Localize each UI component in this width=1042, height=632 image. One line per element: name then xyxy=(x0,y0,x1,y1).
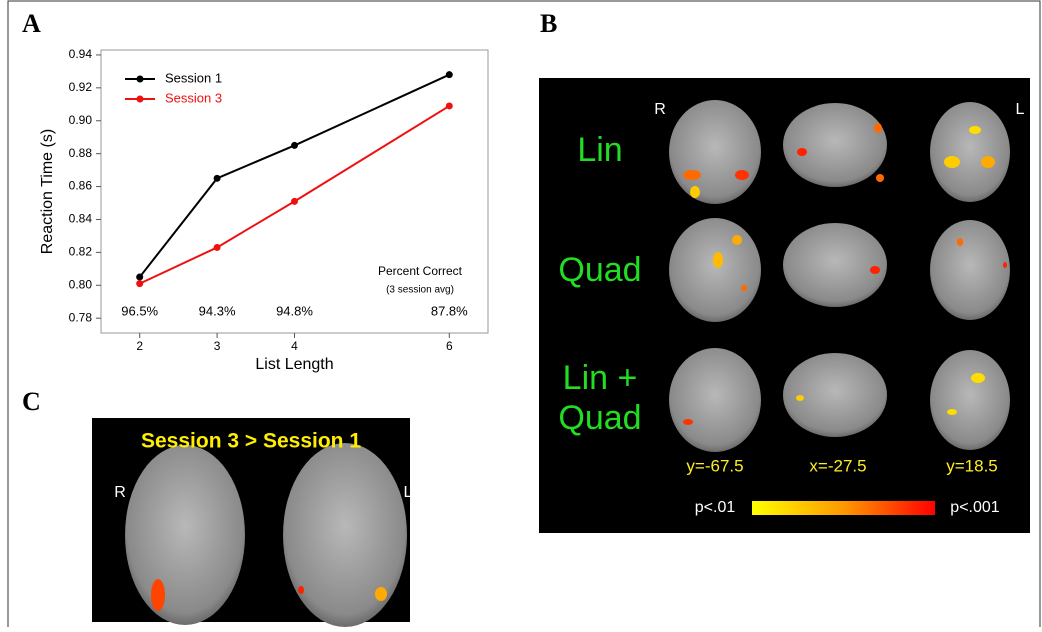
percent-label: 87.8% xyxy=(431,303,468,318)
y-axis-label: Reaction Time (s) xyxy=(39,129,56,254)
side-label: R xyxy=(114,484,126,501)
brain-slice xyxy=(283,443,407,627)
data-point xyxy=(291,142,298,149)
y-tick-label: 0.84 xyxy=(69,212,93,226)
y-tick-label: 0.92 xyxy=(69,80,93,94)
data-point xyxy=(136,274,143,281)
coordinate-label: y=18.5 xyxy=(946,456,998,475)
brain-panel-b: R L Lin Quad Lin + Quad y=-67.5 x=-27.5 … xyxy=(539,78,1030,533)
y-tick-label: 0.82 xyxy=(69,245,93,259)
annotation-note: (3 session avg) xyxy=(386,285,454,296)
row-label: Quad xyxy=(558,251,641,289)
legend-marker xyxy=(137,76,144,83)
side-label: R xyxy=(654,101,666,118)
activation-blob xyxy=(375,587,387,601)
y-tick-label: 0.94 xyxy=(69,47,93,61)
activation-blob xyxy=(298,586,304,594)
y-tick-label: 0.80 xyxy=(69,277,93,291)
annotation-title: Percent Correct xyxy=(378,264,463,278)
colorbar-label: p<.001 xyxy=(950,499,999,516)
data-point xyxy=(136,280,143,287)
brain-panel-c: Session 3 > Session 1 R L xyxy=(92,418,413,627)
x-tick-label: 2 xyxy=(136,339,143,353)
x-tick-label: 4 xyxy=(291,339,298,353)
line-chart: 0.78 0.80 0.82 0.84 0.86 0.88 0.90 0.92 0.94 2 3 4 6… xyxy=(39,47,488,373)
coordinate-label: x=-27.5 xyxy=(809,456,866,475)
legend-marker xyxy=(137,96,144,103)
colorbar-label: p<.01 xyxy=(695,499,736,516)
panel-label: C xyxy=(22,387,41,416)
side-label: L xyxy=(1016,101,1025,118)
figure: A B C 0.780.800.820.840.860.880.900.920.… xyxy=(0,0,1042,627)
y-tick-label: 0.86 xyxy=(69,179,93,193)
data-point xyxy=(446,102,453,109)
percent-label: 94.8% xyxy=(276,303,313,318)
panel-label: A xyxy=(22,9,41,38)
data-point xyxy=(214,175,221,182)
y-tick-label: 0.88 xyxy=(69,146,93,160)
series-line xyxy=(140,106,450,284)
data-point xyxy=(446,71,453,78)
brain-slices xyxy=(669,100,1010,452)
activation-blob xyxy=(151,579,165,611)
colorbar xyxy=(752,501,935,515)
row-label: Lin + xyxy=(563,359,638,397)
y-tick-label: 0.78 xyxy=(69,310,93,324)
panel-label: B xyxy=(540,9,557,38)
coordinate-label: y=-67.5 xyxy=(686,456,743,475)
x-tick-label: 6 xyxy=(446,339,453,353)
percent-label: 94.3% xyxy=(199,303,236,318)
data-point xyxy=(214,244,221,251)
x-tick-label: 3 xyxy=(214,339,221,353)
x-axis-label: List Length xyxy=(255,356,333,373)
row-label: Quad xyxy=(558,399,641,437)
side-label: L xyxy=(404,484,413,501)
legend-label: Session 1 xyxy=(165,70,222,85)
contrast-title: Session 3 > Session 1 xyxy=(141,430,361,453)
percent-label: 96.5% xyxy=(121,303,158,318)
legend-label: Session 3 xyxy=(165,90,222,105)
row-label: Lin xyxy=(577,131,622,169)
brain-slice xyxy=(125,445,245,625)
y-tick-label: 0.90 xyxy=(69,113,93,127)
data-point xyxy=(291,198,298,205)
